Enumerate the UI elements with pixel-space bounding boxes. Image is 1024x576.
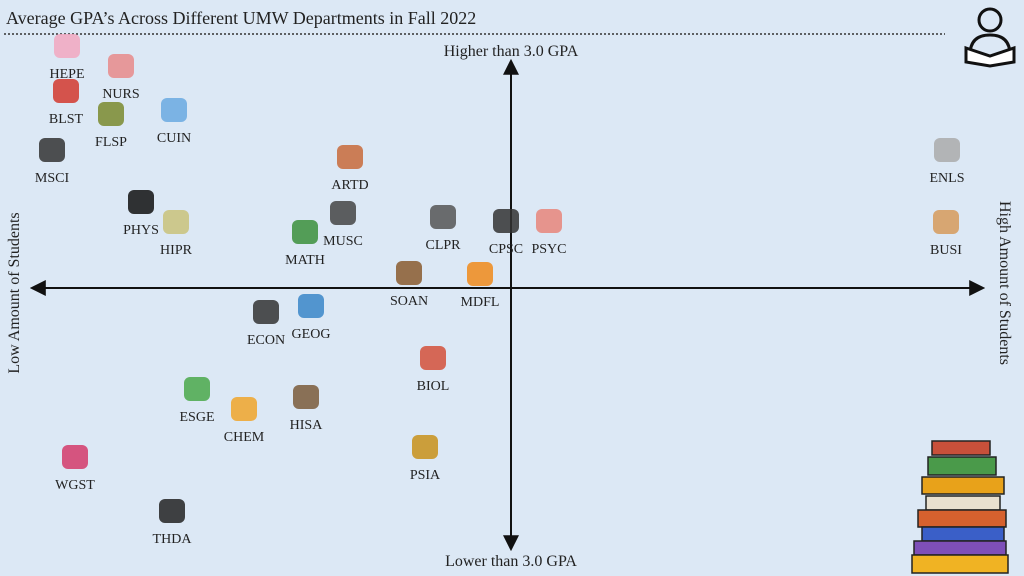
- node-label: PHYS: [123, 223, 159, 238]
- node-icon: [467, 262, 493, 286]
- axis-label-top: Higher than 3.0 GPA: [444, 43, 579, 60]
- node-icon: [292, 220, 318, 244]
- node-icon: [62, 445, 88, 469]
- node-label: HEPE: [50, 67, 85, 82]
- node-label: SOAN: [390, 294, 428, 309]
- node-label: MDFL: [461, 295, 500, 310]
- node: ECON: [247, 300, 285, 348]
- node: HEPE: [50, 34, 85, 82]
- axis-label-bottom: Lower than 3.0 GPA: [445, 553, 577, 570]
- node-icon: [184, 377, 210, 401]
- node-label: ENLS: [930, 171, 965, 186]
- node: ENLS: [930, 138, 965, 186]
- node-label: ARTD: [331, 178, 368, 193]
- node-icon: [934, 138, 960, 162]
- node-icon: [128, 190, 154, 214]
- node-icon: [337, 145, 363, 169]
- node: CUIN: [157, 98, 191, 146]
- node: PSYC: [531, 209, 567, 257]
- node-label: MUSC: [323, 234, 363, 249]
- node-icon: [53, 79, 79, 103]
- node-icon: [253, 300, 279, 324]
- node-label: HIPR: [160, 243, 193, 258]
- axis-label-left: Low Amount of Students: [6, 212, 23, 373]
- node-icon: [163, 210, 189, 234]
- node: HISA: [290, 385, 324, 433]
- node-label: MSCI: [35, 171, 70, 186]
- node-icon: [430, 205, 456, 229]
- node: BIOL: [417, 346, 450, 394]
- node-icon: [108, 54, 134, 78]
- node-label: MATH: [285, 253, 325, 268]
- node: CHEM: [224, 397, 265, 445]
- node: PHYS: [123, 190, 159, 238]
- node-icon: [536, 209, 562, 233]
- node-label: CHEM: [224, 430, 265, 445]
- reader-icon: [964, 7, 1016, 68]
- node-label: BIOL: [417, 379, 450, 394]
- node-label: WGST: [55, 478, 95, 493]
- node-label: CUIN: [157, 131, 191, 146]
- node: GEOG: [292, 294, 331, 342]
- node-label: GEOG: [292, 327, 331, 342]
- node-icon: [396, 261, 422, 285]
- node: CLPR: [425, 205, 461, 253]
- node-icon: [330, 201, 356, 225]
- node-icon: [159, 499, 185, 523]
- node: MATH: [285, 220, 325, 268]
- node: MSCI: [35, 138, 70, 186]
- node-icon: [298, 294, 324, 318]
- node-label: PSIA: [410, 468, 441, 483]
- node-icon: [231, 397, 257, 421]
- node-label: CLPR: [425, 238, 461, 253]
- node-icon: [39, 138, 65, 162]
- node-label: CPSC: [489, 242, 523, 257]
- node-label: THDA: [153, 532, 193, 547]
- node: HIPR: [160, 210, 193, 258]
- node: PSIA: [410, 435, 441, 483]
- node: ESGE: [180, 377, 215, 425]
- node-icon: [420, 346, 446, 370]
- node: MUSC: [323, 201, 363, 249]
- node-icon: [293, 385, 319, 409]
- node-icon: [54, 34, 80, 58]
- node: BLST: [49, 79, 84, 127]
- books-icon: [911, 440, 1009, 574]
- node-label: ESGE: [180, 410, 215, 425]
- node: ARTD: [331, 145, 369, 193]
- node-label: FLSP: [95, 135, 127, 150]
- node-icon: [161, 98, 187, 122]
- node: WGST: [55, 445, 95, 493]
- node-label: HISA: [290, 418, 324, 433]
- node: THDA: [153, 499, 193, 547]
- node-icon: [933, 210, 959, 234]
- node-label: PSYC: [531, 242, 566, 257]
- node-icon: [493, 209, 519, 233]
- node-label: BUSI: [930, 243, 962, 258]
- node-icon: [412, 435, 438, 459]
- title: Average GPA’s Across Different UMW Depar…: [6, 8, 476, 28]
- node-label: ECON: [247, 333, 285, 348]
- node-icon: [98, 102, 124, 126]
- node: SOAN: [390, 261, 428, 309]
- node: FLSP: [95, 102, 127, 150]
- node: MDFL: [461, 262, 500, 310]
- node: BUSI: [930, 210, 962, 258]
- node-label: BLST: [49, 112, 84, 127]
- node: CPSC: [489, 209, 523, 257]
- node: NURS: [102, 54, 140, 102]
- axis-label-right: High Amount of Students: [996, 201, 1013, 365]
- node-label: NURS: [102, 87, 139, 102]
